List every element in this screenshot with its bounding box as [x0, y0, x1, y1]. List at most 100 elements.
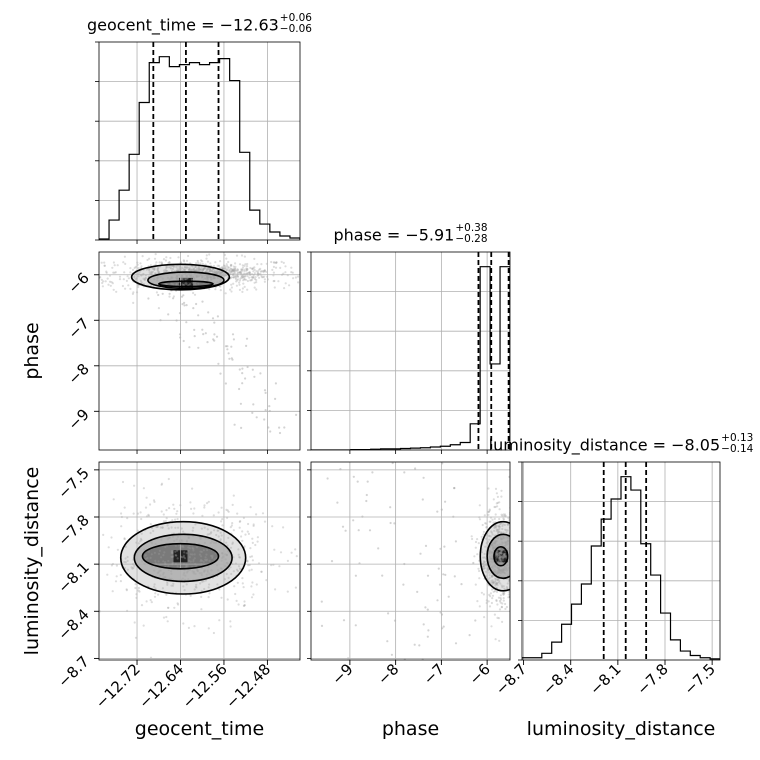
scatter-point	[164, 259, 167, 262]
scatter-point	[241, 372, 244, 375]
scatter-point	[241, 287, 244, 290]
scatter-point	[460, 583, 463, 586]
scatter-point	[234, 272, 237, 275]
scatter-point	[233, 269, 236, 272]
scatter-point	[187, 626, 190, 630]
scatter-point	[214, 272, 217, 275]
scatter-point	[499, 569, 502, 572]
scatter-point	[213, 271, 216, 274]
scatter-point	[155, 272, 158, 275]
scatter-point	[176, 269, 179, 272]
scatter-point	[126, 275, 129, 278]
scatter-point	[185, 278, 188, 281]
scatter-point	[495, 540, 498, 543]
scatter-point	[147, 514, 150, 517]
scatter-point	[168, 507, 171, 510]
scatter-point	[114, 580, 118, 583]
scatter-point	[202, 268, 205, 271]
scatter-point	[133, 275, 136, 278]
scatter-point	[186, 570, 189, 573]
scatter-point	[252, 270, 255, 273]
scatter-point	[202, 268, 205, 271]
scatter-point	[235, 254, 239, 257]
scatter-point	[504, 602, 507, 606]
scatter-point	[190, 507, 193, 510]
histogram-geocent_time	[99, 56, 300, 240]
scatter-point	[270, 260, 273, 264]
scatter-point	[193, 283, 196, 286]
scatter-point	[183, 266, 186, 269]
scatter-point	[207, 586, 210, 589]
scatter-point	[153, 551, 156, 554]
scatter-point	[210, 276, 213, 279]
scatter-point	[323, 424, 325, 426]
scatter-point	[200, 259, 203, 262]
scatter-point	[444, 573, 447, 577]
scatter-point	[205, 274, 208, 278]
scatter-point	[124, 545, 127, 548]
scatter-point	[236, 278, 240, 281]
scatter-point	[233, 270, 236, 273]
scatter-point	[229, 264, 232, 268]
scatter-point	[490, 557, 493, 561]
scatter-point	[208, 269, 211, 272]
scatter-point	[514, 542, 516, 544]
scatter-point	[290, 266, 293, 269]
scatter-point	[341, 435, 343, 437]
scatter-point	[450, 425, 452, 427]
scatter-point	[168, 536, 171, 539]
scatter-point	[160, 483, 163, 486]
scatter-point	[171, 549, 174, 553]
scatter-point	[471, 537, 474, 541]
scatter-point	[142, 624, 145, 627]
scatter-point	[500, 561, 503, 564]
scatter-point	[251, 267, 254, 270]
scatter-point	[213, 269, 217, 272]
scatter-point	[185, 267, 188, 270]
scatter-point	[168, 292, 171, 295]
scatter-point	[113, 264, 116, 267]
scatter-point	[507, 537, 510, 540]
scatter-point	[354, 439, 356, 441]
scatter-point	[500, 549, 503, 552]
scatter-point	[499, 601, 502, 604]
scatter-point	[193, 588, 196, 591]
scatter-point	[490, 575, 493, 579]
scatter-point	[496, 584, 499, 587]
scatter-point	[234, 277, 237, 281]
scatter-point	[207, 500, 210, 503]
scatter-point	[149, 599, 152, 602]
scatter-point	[364, 392, 366, 394]
scatter-point	[103, 264, 106, 267]
title-median: −5.91	[405, 225, 455, 245]
scatter-point	[183, 269, 186, 272]
scatter-point	[162, 520, 166, 523]
scatter-point	[414, 467, 417, 470]
scatter-point	[246, 275, 249, 278]
scatter-point	[194, 269, 197, 272]
scatter-point	[195, 269, 198, 272]
scatter-point	[436, 599, 439, 602]
scatter-point	[491, 554, 494, 557]
scatter-point	[212, 277, 215, 280]
scatter-point	[196, 570, 199, 573]
scatter-point	[497, 568, 501, 572]
scatter-point	[284, 265, 287, 268]
scatter-point	[172, 555, 175, 558]
scatter-point	[454, 540, 457, 543]
scatter-point	[182, 277, 185, 280]
scatter-point	[231, 269, 234, 272]
scatter-point	[493, 546, 496, 549]
scatter-point	[252, 267, 255, 270]
scatter-point	[490, 601, 493, 605]
title-uncertainty: +0.06 −0.06	[280, 12, 312, 35]
scatter-point	[217, 569, 220, 572]
scatter-point	[219, 372, 222, 375]
scatter-point	[231, 358, 234, 361]
scatter-point	[500, 549, 503, 553]
scatter-point	[230, 286, 233, 289]
scatter-point	[498, 554, 501, 557]
scatter-point	[238, 387, 241, 391]
scatter-point	[263, 269, 266, 272]
